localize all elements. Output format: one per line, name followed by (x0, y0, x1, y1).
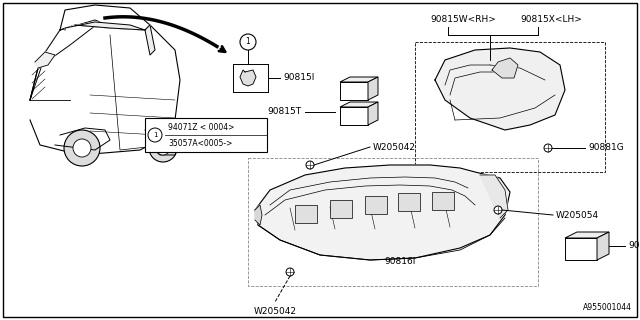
Polygon shape (145, 120, 180, 155)
Polygon shape (597, 232, 609, 260)
Text: 90815T: 90815T (268, 108, 302, 116)
Text: 1: 1 (246, 37, 250, 46)
Circle shape (148, 128, 162, 142)
Polygon shape (565, 232, 609, 238)
Bar (295, 205, 317, 223)
Circle shape (149, 134, 177, 162)
Polygon shape (55, 128, 110, 150)
Bar (565, 238, 597, 260)
Circle shape (494, 206, 502, 214)
Polygon shape (35, 52, 55, 68)
Polygon shape (480, 175, 508, 218)
Bar (398, 193, 420, 211)
Bar (330, 200, 352, 218)
Text: 90881G: 90881G (588, 143, 624, 153)
Bar (248, 158, 538, 286)
Text: 94071Z < 0004>: 94071Z < 0004> (168, 123, 234, 132)
Circle shape (544, 144, 552, 152)
Circle shape (306, 161, 314, 169)
Text: 90815X<LH>: 90815X<LH> (520, 15, 582, 25)
Text: W205054: W205054 (556, 211, 599, 220)
Text: 90816I: 90816I (384, 258, 416, 267)
Bar (432, 192, 454, 210)
Circle shape (286, 268, 294, 276)
Bar (415, 42, 605, 172)
Text: 90815I: 90815I (283, 74, 314, 83)
Polygon shape (65, 22, 145, 30)
Circle shape (64, 130, 100, 166)
Text: 1: 1 (153, 132, 157, 138)
Polygon shape (340, 77, 378, 82)
Polygon shape (368, 77, 378, 100)
Circle shape (73, 139, 91, 157)
Polygon shape (368, 102, 378, 125)
Polygon shape (340, 102, 378, 107)
Circle shape (156, 141, 170, 155)
Circle shape (240, 34, 256, 50)
Text: 90815W<RH>: 90815W<RH> (430, 15, 496, 25)
Text: W205042: W205042 (373, 142, 416, 151)
Polygon shape (255, 205, 262, 225)
Text: W205042: W205042 (253, 307, 296, 316)
Bar (145, 118, 267, 152)
Polygon shape (435, 48, 565, 130)
Text: 35057A<0005->: 35057A<0005-> (168, 140, 232, 148)
Text: A955001044: A955001044 (583, 303, 632, 312)
Polygon shape (255, 165, 510, 260)
Polygon shape (30, 20, 100, 100)
Polygon shape (145, 25, 155, 55)
Polygon shape (30, 20, 180, 155)
Polygon shape (492, 58, 518, 78)
Polygon shape (240, 70, 256, 86)
Bar (340, 82, 368, 100)
Bar (365, 196, 387, 214)
Polygon shape (60, 5, 150, 30)
Bar (340, 107, 368, 125)
Text: 90815F: 90815F (628, 242, 640, 251)
